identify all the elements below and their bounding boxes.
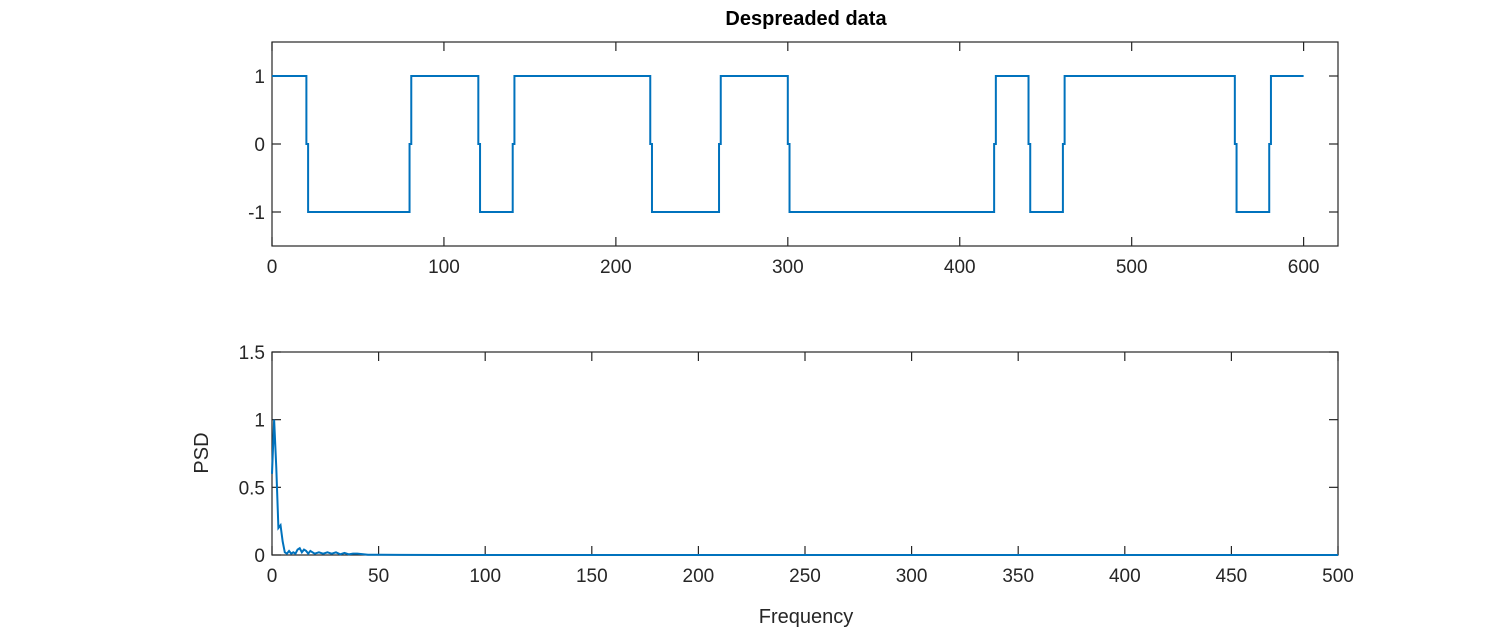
top-plot-despreaded-data: Despreaded data 0 100 200 300 400 500 600 -1 0 1 <box>248 8 1339 278</box>
x-tick-label: 0 <box>267 257 278 278</box>
bottom-plot-psd: 0 50 100 150 200 250 300 350 400 450 500 0 0.5 1 1.5 F… <box>191 343 1354 627</box>
top-plot-title: Despreaded data <box>725 8 887 30</box>
x-tick-label: 100 <box>428 257 460 278</box>
top-plot-tick-labels: 0 100 200 300 400 500 600 -1 0 1 <box>248 67 1319 278</box>
y-tick-label: 0 <box>254 135 265 156</box>
x-tick-label: 400 <box>1109 566 1141 587</box>
x-tick-label: 100 <box>469 566 501 587</box>
bottom-plot-tick-labels: 0 50 100 150 200 250 300 350 400 450 500 0 0.5 1 1.5 <box>239 343 1354 587</box>
y-tick-label: 0.5 <box>239 478 265 499</box>
y-tick-label: 1.5 <box>239 343 265 364</box>
x-tick-label: 500 <box>1322 566 1354 587</box>
x-tick-label: 500 <box>1116 257 1148 278</box>
despread-signal-line <box>272 75 1304 213</box>
bottom-plot-ticks <box>271 351 1339 556</box>
x-tick-label: 300 <box>772 257 804 278</box>
x-tick-label: 200 <box>600 257 632 278</box>
x-tick-label: 600 <box>1288 257 1320 278</box>
x-tick-label: 450 <box>1216 566 1248 587</box>
x-tick-label: 350 <box>1002 566 1034 587</box>
y-tick-label: 0 <box>254 546 265 567</box>
y-tick-label: 1 <box>254 67 265 88</box>
x-tick-label: 400 <box>944 257 976 278</box>
x-tick-label: 50 <box>368 566 389 587</box>
x-tick-label: 150 <box>576 566 608 587</box>
x-tick-label: 0 <box>267 566 278 587</box>
y-tick-label: -1 <box>248 203 265 224</box>
x-tick-label: 300 <box>896 566 928 587</box>
bottom-plot-xlabel: Frequency <box>759 606 854 627</box>
psd-line <box>271 419 1338 556</box>
x-tick-label: 250 <box>789 566 821 587</box>
y-tick-label: 1 <box>254 411 265 432</box>
bottom-plot-ylabel: PSD <box>191 432 213 473</box>
x-tick-label: 200 <box>683 566 715 587</box>
top-plot-axes <box>271 41 1339 247</box>
top-plot-ticks <box>271 42 1338 246</box>
bottom-plot-axes <box>271 351 1339 556</box>
